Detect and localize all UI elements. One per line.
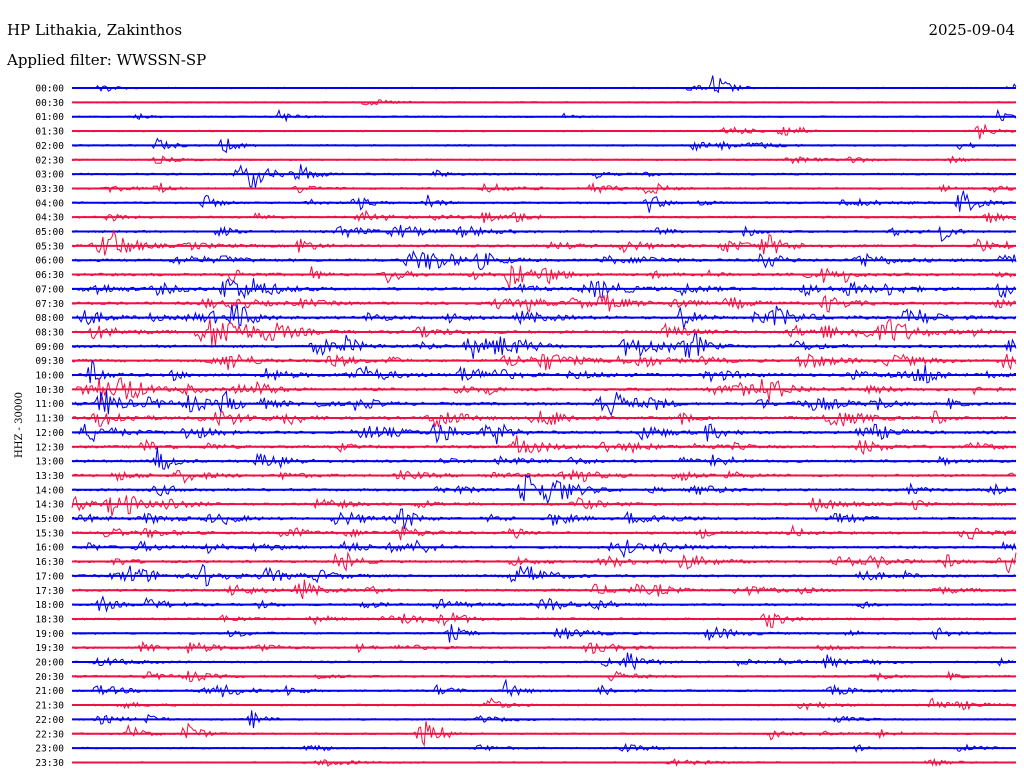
trace-row-1330 — [71, 468, 1017, 485]
time-label: 12:00 — [35, 428, 64, 439]
time-label: 13:30 — [35, 471, 64, 482]
trace-row-0500 — [71, 224, 1017, 242]
time-label: 03:00 — [35, 170, 64, 181]
time-label: 19:30 — [35, 643, 64, 654]
filter-label: Applied filter: WWSSN-SP — [7, 51, 207, 69]
time-label: 08:00 — [35, 313, 64, 324]
time-label: 13:00 — [35, 457, 64, 468]
trace-row-1100 — [71, 390, 1017, 417]
time-label: 08:30 — [35, 327, 64, 338]
time-label: 00:00 — [35, 84, 64, 95]
trace-row-0630 — [71, 264, 1017, 290]
trace-row-1230 — [71, 435, 1017, 456]
trace-row-0130 — [71, 123, 1016, 140]
time-label: 09:30 — [35, 356, 64, 367]
time-label: 12:30 — [35, 442, 64, 453]
time-label: 16:30 — [35, 557, 64, 568]
trace-row-0730 — [72, 293, 1017, 313]
time-label: 03:30 — [35, 184, 64, 195]
time-label: 20:30 — [35, 672, 64, 683]
trace-group — [71, 75, 1017, 767]
time-label: 19:00 — [35, 629, 64, 640]
trace-row-1130 — [71, 410, 1017, 428]
time-label: 14:30 — [35, 500, 64, 511]
time-label: 23:00 — [35, 744, 64, 755]
trace-row-0100 — [71, 108, 1017, 123]
time-label: 11:00 — [35, 399, 64, 410]
time-label: 22:30 — [35, 729, 64, 740]
time-label: 18:30 — [35, 614, 64, 625]
trace-row-1830 — [71, 612, 1017, 628]
time-label: 10:30 — [35, 385, 64, 396]
time-label: 22:00 — [35, 715, 64, 726]
time-label: 06:30 — [35, 270, 64, 281]
time-label: 02:00 — [35, 141, 64, 152]
time-label: 21:30 — [35, 701, 64, 712]
time-label: 21:00 — [35, 686, 64, 697]
trace-row-1630 — [71, 551, 1017, 574]
trace-row-1300 — [71, 446, 1017, 470]
time-label-group: 00:00 00:30 01:00 01:30 02:00 02:30 03:00 03:30… — [35, 84, 64, 769]
time-label: 04:00 — [35, 198, 64, 209]
trace-row-1600 — [71, 539, 1017, 559]
time-label: 11:30 — [35, 414, 64, 425]
time-label: 01:30 — [35, 127, 64, 138]
time-label: 07:00 — [35, 284, 64, 295]
trace-row-0530 — [71, 229, 1017, 256]
time-label: 07:30 — [35, 299, 64, 310]
time-label: 04:30 — [35, 213, 64, 224]
time-label: 23:30 — [35, 758, 64, 769]
trace-row-2100 — [71, 678, 1017, 698]
time-label: 02:30 — [35, 155, 64, 166]
time-label: 17:30 — [35, 586, 64, 597]
time-label: 09:00 — [35, 342, 64, 353]
time-label: 17:00 — [35, 571, 64, 582]
trace-row-0400 — [71, 190, 1016, 213]
time-label: 18:00 — [35, 600, 64, 611]
record-date: 2025-09-04 — [928, 21, 1015, 39]
trace-row-0300 — [71, 164, 1017, 189]
time-label: 10:00 — [35, 371, 64, 382]
time-label: 05:30 — [35, 241, 64, 252]
time-label: 06:00 — [35, 256, 64, 267]
time-label: 20:00 — [35, 658, 64, 669]
time-label: 05:00 — [35, 227, 64, 238]
time-label: 00:30 — [35, 98, 64, 109]
time-label: 01:00 — [35, 112, 64, 123]
trace-row-0930 — [71, 353, 1017, 371]
time-label: 15:00 — [35, 514, 64, 525]
trace-row-0000 — [71, 75, 1017, 94]
time-label: 15:30 — [35, 528, 64, 539]
time-label: 16:00 — [35, 543, 64, 554]
trace-row-1000 — [71, 359, 1016, 384]
trace-row-2000 — [71, 652, 1017, 671]
trace-row-2130 — [71, 697, 1017, 711]
time-label: 14:00 — [35, 485, 64, 496]
station-title: HP Lithakia, Zakinthos — [7, 21, 183, 39]
trace-row-1200 — [71, 423, 1017, 445]
